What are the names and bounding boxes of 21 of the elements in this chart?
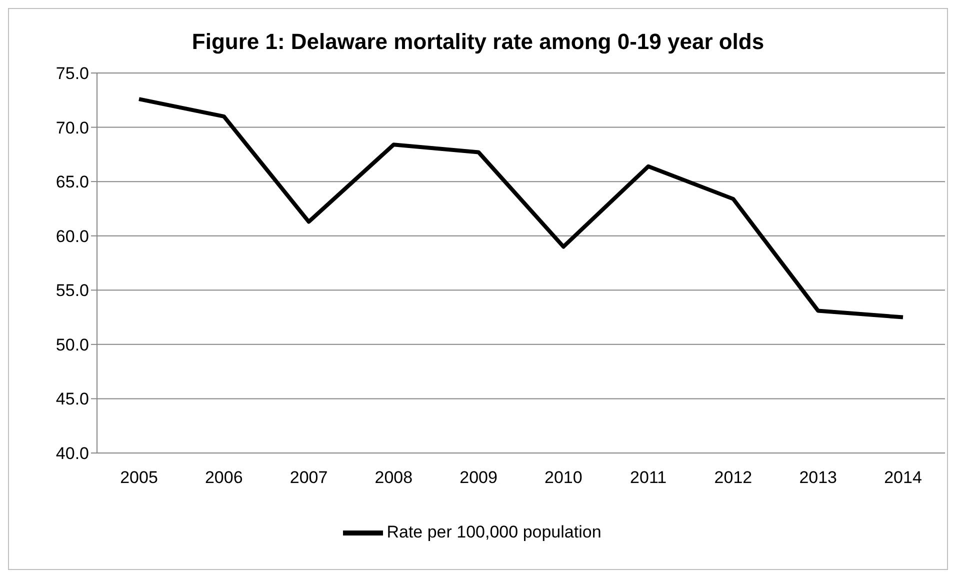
y-tick-label: 40.0 [56, 444, 89, 464]
chart-title: Figure 1: Delaware mortality rate among 0-19 year olds [190, 29, 766, 56]
y-tick-label: 60.0 [56, 226, 89, 246]
x-tick-label: 2014 [884, 468, 922, 488]
y-tick-label: 75.0 [56, 64, 89, 84]
x-tick-label: 2005 [120, 468, 158, 488]
x-tick-label: 2010 [544, 468, 582, 488]
y-tick-label: 70.0 [56, 118, 89, 138]
x-tick-label: 2006 [204, 468, 243, 488]
x-tick-label: 2011 [630, 468, 667, 488]
x-tick-label: 2013 [799, 468, 838, 488]
x-tick-label: 2008 [374, 468, 413, 488]
legend-label: Rate per 100,000 population [386, 522, 602, 542]
y-tick-label: 45.0 [56, 390, 89, 409]
y-tick-label: 50.0 [56, 335, 89, 354]
line-series [137, 97, 905, 320]
y-tick-label: 65.0 [56, 172, 89, 192]
x-tick-label: 2012 [714, 468, 752, 488]
x-tick-label: 2007 [290, 468, 328, 488]
y-tick-label: 55.0 [56, 281, 89, 300]
x-tick-label: 2009 [460, 468, 498, 488]
